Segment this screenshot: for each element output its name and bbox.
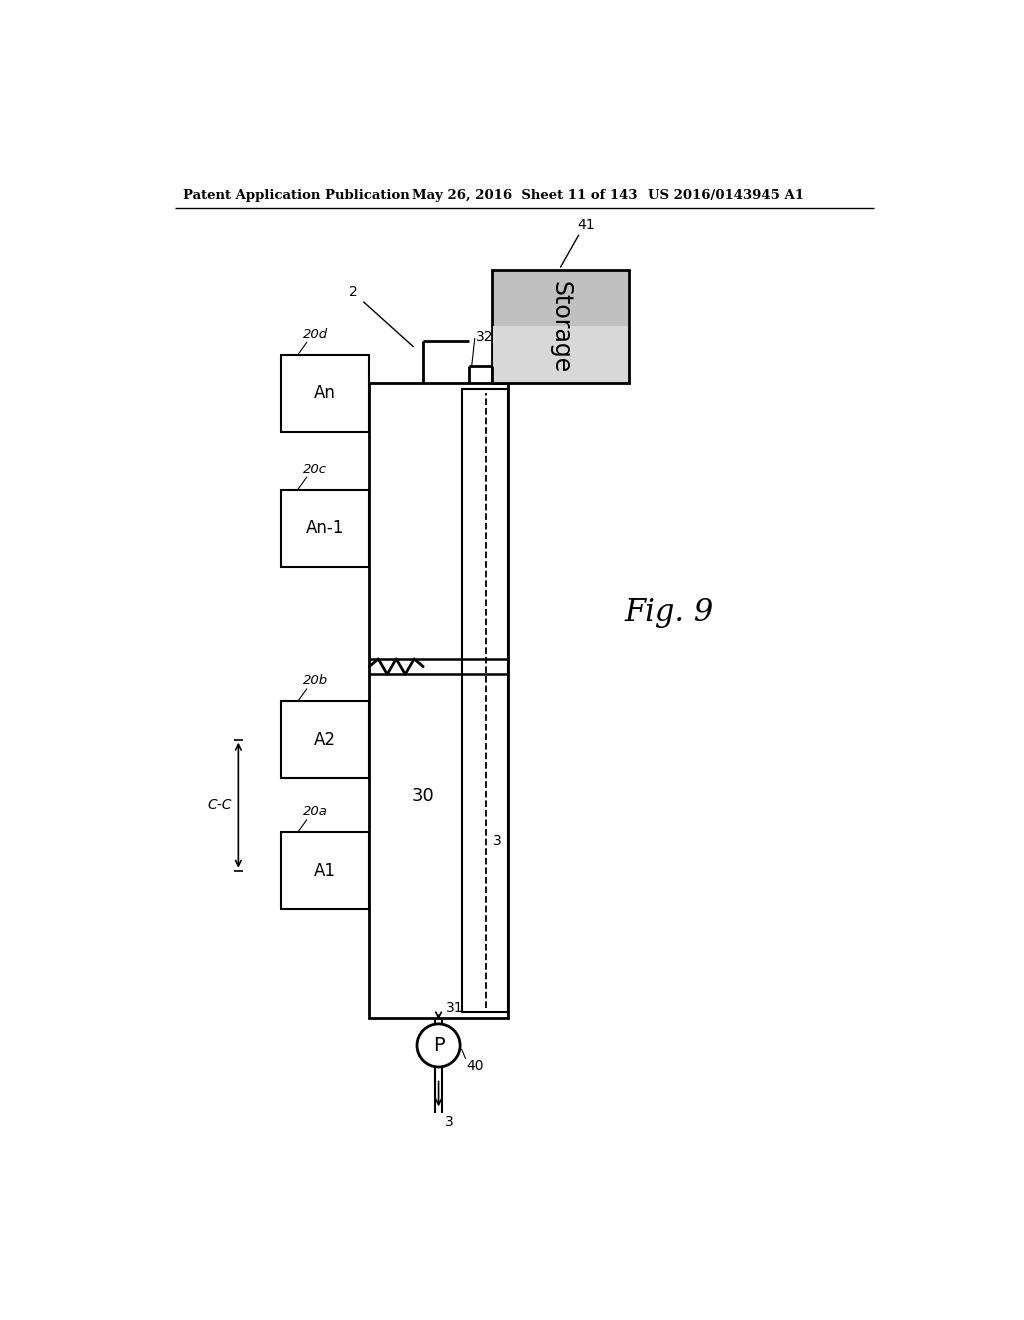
Bar (281, 701, 370, 779)
Text: 3: 3 (444, 1114, 454, 1129)
Bar (281, 832, 370, 909)
Text: Fig. 9: Fig. 9 (625, 597, 714, 628)
Text: Storage: Storage (549, 281, 572, 372)
Bar (281, 490, 370, 566)
Text: A1: A1 (314, 862, 336, 879)
Text: 20d: 20d (303, 327, 328, 341)
Text: 40: 40 (466, 1059, 483, 1073)
Text: 3: 3 (493, 834, 501, 847)
Text: 41: 41 (577, 218, 595, 231)
Text: 31: 31 (446, 1001, 464, 1015)
Text: 20c: 20c (303, 462, 327, 475)
Text: A2: A2 (314, 731, 336, 748)
Text: 32: 32 (475, 330, 493, 345)
Text: An: An (314, 384, 336, 403)
Circle shape (417, 1024, 460, 1067)
Text: P: P (433, 1036, 444, 1055)
Bar (494, 326, 628, 383)
Text: May 26, 2016  Sheet 11 of 143: May 26, 2016 Sheet 11 of 143 (412, 189, 637, 202)
Text: C-C: C-C (208, 799, 232, 812)
Text: 2: 2 (349, 285, 357, 298)
Text: An-1: An-1 (306, 519, 344, 537)
Bar (462, 389, 508, 1012)
Text: Patent Application Publication: Patent Application Publication (183, 189, 410, 202)
Bar (370, 383, 508, 1019)
Text: 20a: 20a (303, 805, 328, 818)
Text: 30: 30 (412, 787, 434, 805)
Text: US 2016/0143945 A1: US 2016/0143945 A1 (648, 189, 804, 202)
Text: 20b: 20b (303, 675, 328, 688)
Bar (281, 355, 370, 432)
Bar (493, 271, 629, 383)
